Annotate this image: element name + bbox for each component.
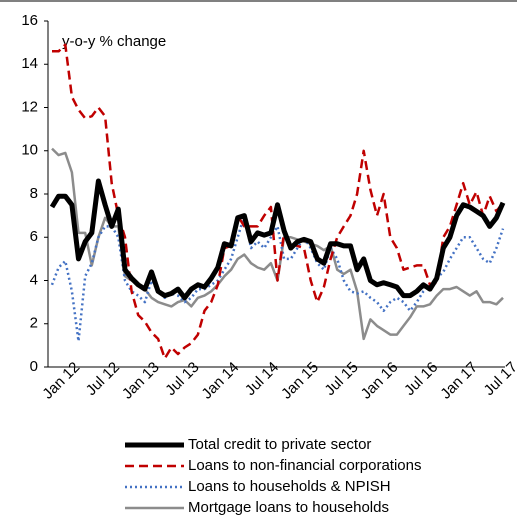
x-tick-label: Jul 12 <box>83 359 123 399</box>
legend-label: Loans to households & NPISH <box>188 478 391 495</box>
y-tick-label: 10 <box>21 142 38 159</box>
x-tick-label: Jan 17 <box>437 359 481 403</box>
y-tick-label: 4 <box>30 271 38 288</box>
x-tick-label: Jul 17 <box>481 359 517 399</box>
y-tick-label: 0 <box>30 358 38 375</box>
series-line <box>52 43 504 360</box>
annotation: y-o-y % change <box>62 33 166 50</box>
y-tick-label: 16 <box>21 12 38 29</box>
series-line <box>49 178 506 301</box>
legend-label: Total credit to private sector <box>188 436 371 453</box>
legend-label: Mortgage loans to households <box>188 499 389 516</box>
y-tick-label: 12 <box>21 98 38 115</box>
y-tick-label: 8 <box>30 185 38 202</box>
x-tick-label: Jan 13 <box>119 359 163 403</box>
y-tick-label: 2 <box>30 315 38 332</box>
legend-label: Loans to non-financial corporations <box>188 457 421 474</box>
x-tick-label: Jan 12 <box>39 359 83 403</box>
x-tick-label: Jan 16 <box>358 359 402 403</box>
x-tick-label: Jul 15 <box>321 359 361 399</box>
series-line <box>50 214 505 343</box>
x-tick-label: Jan 15 <box>278 359 322 403</box>
y-tick-label: 14 <box>21 55 38 72</box>
x-tick-label: Jul 16 <box>401 359 441 399</box>
x-tick-label: Jan 14 <box>198 359 242 403</box>
y-tick-label: 6 <box>30 228 38 245</box>
x-tick-label: Jul 14 <box>242 359 282 399</box>
x-tick-label: Jul 13 <box>162 359 202 399</box>
